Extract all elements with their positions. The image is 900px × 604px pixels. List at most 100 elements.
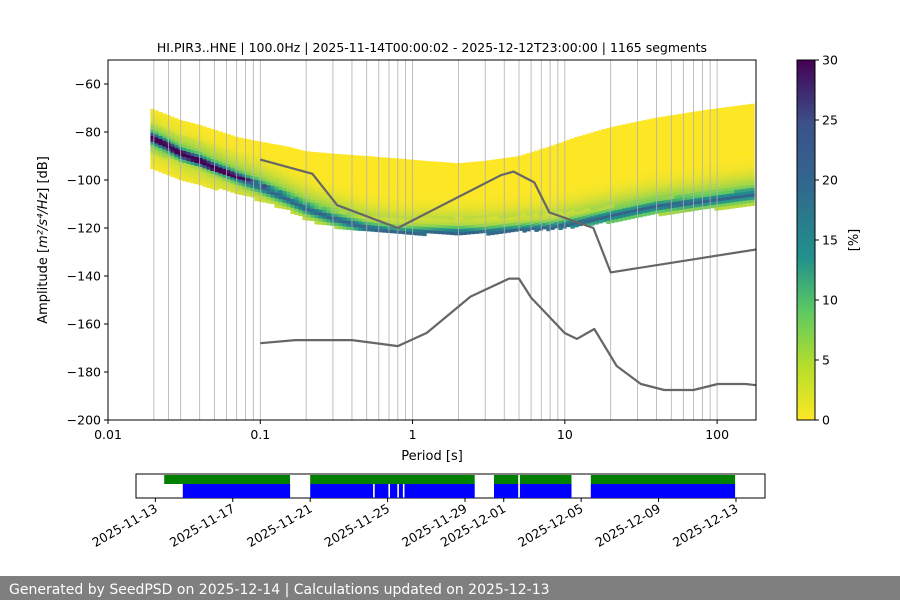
heatmap-cell xyxy=(210,165,215,169)
y-tick-label: −80 xyxy=(75,125,101,140)
heatmap-cell xyxy=(158,160,163,164)
heatmap-cell xyxy=(346,223,351,227)
heatmap-cell xyxy=(742,134,747,139)
heatmap-cell xyxy=(670,178,675,182)
heatmap-cell xyxy=(270,185,275,190)
heatmap-cell xyxy=(718,204,723,208)
heatmap-cell xyxy=(746,167,751,171)
heatmap-cell xyxy=(586,163,591,167)
heatmap-cell xyxy=(194,166,199,170)
heatmap-cell xyxy=(382,169,387,173)
heatmap-cell xyxy=(602,150,607,154)
heatmap-cell xyxy=(482,208,487,213)
heatmap-cell xyxy=(350,176,355,180)
heatmap-cell xyxy=(698,203,703,207)
heatmap-cell xyxy=(678,113,683,118)
heatmap-cell xyxy=(346,181,351,185)
heatmap-cell xyxy=(734,198,739,203)
heatmap-cell xyxy=(698,194,703,198)
heatmap-cell xyxy=(422,190,427,195)
heatmap-cell xyxy=(450,177,455,182)
heatmap-cell xyxy=(730,169,735,173)
heatmap-cell xyxy=(354,161,359,165)
heatmap-cell xyxy=(254,182,259,187)
heatmap-cell xyxy=(378,169,383,173)
heatmap-cell xyxy=(742,167,747,172)
heatmap-cell xyxy=(746,173,751,177)
heatmap-cell xyxy=(702,152,707,156)
heatmap-cell xyxy=(362,188,367,193)
heatmap-cell xyxy=(666,121,671,125)
heatmap-cell xyxy=(182,169,187,173)
heatmap-cell xyxy=(202,138,207,142)
heatmap-cell xyxy=(682,161,687,165)
heatmap-cell xyxy=(214,130,219,134)
heatmap-cell xyxy=(682,149,687,153)
heatmap-cell xyxy=(538,164,543,168)
heatmap-cell xyxy=(294,163,299,168)
heatmap-cell xyxy=(270,197,275,202)
heatmap-cell xyxy=(474,212,479,216)
heatmap-cell xyxy=(746,188,751,192)
heatmap-cell xyxy=(442,192,447,196)
heatmap-cell xyxy=(666,184,671,188)
heatmap-cell xyxy=(698,149,703,153)
heatmap-cell xyxy=(242,144,247,148)
heatmap-cell xyxy=(526,195,531,199)
heatmap-cell xyxy=(650,127,655,131)
heatmap-cell xyxy=(446,183,451,187)
heatmap-cell xyxy=(370,213,375,217)
heatmap-cell xyxy=(318,155,323,159)
heatmap-cell xyxy=(630,161,635,165)
heatmap-cell xyxy=(454,232,459,236)
heatmap-cell xyxy=(322,194,327,199)
heatmap-cell xyxy=(274,147,279,151)
heatmap-cell xyxy=(318,221,323,225)
heatmap-cell xyxy=(394,206,399,210)
heatmap-cell xyxy=(470,212,475,217)
heatmap-cell xyxy=(374,186,379,191)
heatmap-cell xyxy=(598,172,603,176)
heatmap-cell xyxy=(394,185,399,189)
heatmap-cell xyxy=(486,169,491,173)
heatmap-cell xyxy=(362,200,367,205)
heatmap-cell xyxy=(726,121,731,126)
heatmap-cell xyxy=(414,187,419,191)
heatmap-cell xyxy=(706,109,711,113)
heatmap-cell xyxy=(702,158,707,162)
heatmap-cell xyxy=(550,154,555,158)
heatmap-cell xyxy=(710,178,715,182)
heatmap-cell xyxy=(378,193,383,197)
heatmap-cell xyxy=(378,205,383,209)
heatmap-cell xyxy=(550,205,555,209)
heatmap-cell xyxy=(278,169,283,173)
x-tick-label: 0.01 xyxy=(94,427,122,442)
heatmap-cell xyxy=(526,183,531,187)
heatmap-cell xyxy=(158,127,163,131)
heatmap-cell xyxy=(394,170,399,174)
heatmap-cell xyxy=(278,175,283,179)
heatmap-cell xyxy=(694,138,699,142)
heatmap-cell xyxy=(734,111,739,116)
heatmap-cell xyxy=(158,112,163,116)
heatmap-cell xyxy=(382,172,387,176)
heatmap-cell xyxy=(446,207,451,211)
heatmap-cell xyxy=(326,201,331,205)
heatmap-cell xyxy=(170,128,175,132)
heatmap-cell xyxy=(586,157,591,161)
heatmap-cell xyxy=(530,196,535,201)
heatmap-cell xyxy=(590,132,595,136)
heatmap-cell xyxy=(606,181,611,186)
heatmap-cell xyxy=(174,175,179,179)
heatmap-cell xyxy=(710,154,715,158)
heatmap-cell xyxy=(662,209,667,213)
heatmap-cell xyxy=(578,159,583,164)
heatmap-cell xyxy=(210,141,215,145)
heatmap-cell xyxy=(698,182,703,186)
heatmap-cell xyxy=(726,115,731,120)
heatmap-cell xyxy=(394,227,399,231)
heatmap-cell xyxy=(394,224,399,228)
heatmap-cell xyxy=(638,202,643,206)
heatmap-cell xyxy=(650,184,655,188)
heatmap-cell xyxy=(514,195,519,199)
